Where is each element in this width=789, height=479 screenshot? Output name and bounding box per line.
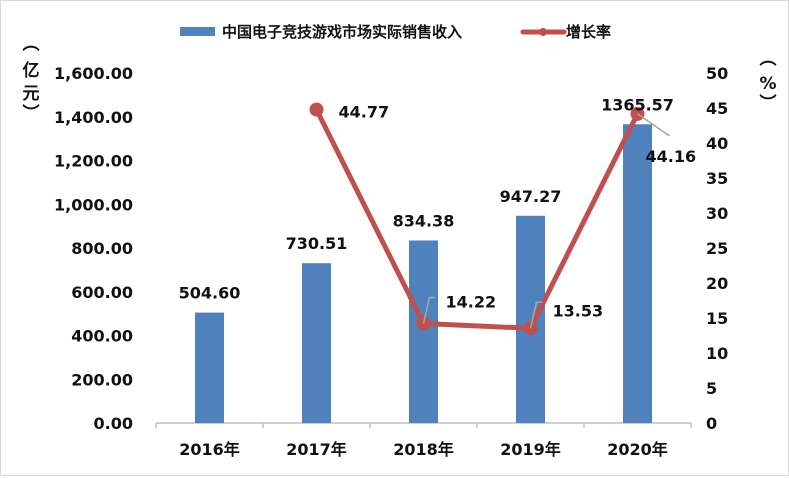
legend-line-marker [539, 28, 547, 36]
left-axis-title-char: 元 [23, 84, 40, 104]
line-value-label: 13.53 [553, 301, 604, 320]
legend-bar-label: 中国电子竞技游戏市场实际销售收入 [222, 23, 462, 41]
bar [516, 215, 545, 423]
bar [409, 240, 438, 423]
bar-value-label: 1365.57 [601, 95, 674, 114]
right-axis-title-char: ︵ [760, 49, 777, 69]
right-tick-label: 50 [706, 64, 728, 83]
left-tick-label: 1,600.00 [54, 64, 133, 83]
right-axis-title: ︵%︶ [759, 49, 776, 114]
growth-line [314, 108, 640, 331]
right-axis-title-char: % [759, 74, 776, 94]
right-tick-label: 30 [706, 204, 728, 223]
bar-value-label: 504.60 [179, 284, 241, 303]
right-tick-label: 40 [706, 134, 728, 153]
x-tick-label: 2016年 [179, 440, 240, 459]
x-tick-label: 2017年 [286, 440, 347, 459]
x-tick-label: 2018年 [393, 440, 454, 459]
left-tick-label: 400.00 [71, 327, 133, 346]
bar-series [195, 124, 652, 424]
line-value-label: 14.22 [446, 292, 497, 311]
line-value-label: 44.16 [646, 147, 697, 166]
growth-marker [309, 102, 324, 117]
right-tick-label: 45 [706, 99, 728, 118]
left-axis-title: ︵ 亿元︶ [23, 34, 40, 124]
label-leader-line [637, 113, 670, 137]
legend-line-label: 增长率 [566, 23, 611, 41]
right-tick-label: 15 [706, 309, 728, 328]
x-tick-label: 2020年 [607, 440, 668, 459]
right-tick-label: 0 [706, 414, 717, 433]
right-tick-label: 35 [706, 169, 728, 188]
data-labels: 504.60 730.51 834.38 947.27 1365.57 44.77 14.2… [179, 95, 697, 329]
left-tick-label: 1,400.00 [54, 108, 133, 127]
legend-bar-swatch [180, 27, 215, 36]
x-axis: 2016年 2017年 2018年 2019年 2020年 [155, 422, 692, 459]
right-axis-title-char: ︶ [760, 93, 777, 114]
right-axis-ticks: 0 5 10 15 20 25 30 35 40 45 50 [706, 64, 728, 433]
bar-value-label: 730.51 [286, 234, 348, 253]
left-tick-label: 600.00 [71, 283, 133, 302]
left-tick-label: 1,200.00 [54, 152, 133, 171]
right-tick-label: 10 [706, 344, 728, 363]
bar [195, 312, 224, 423]
label-leader-line [422, 296, 436, 324]
left-axis-title-char: ︶ [23, 103, 40, 124]
left-tick-label: 800.00 [71, 239, 133, 258]
left-tick-label: 0.00 [94, 414, 133, 433]
left-axis-title-char: ︵ [23, 34, 40, 54]
bar-value-label: 834.38 [393, 211, 455, 230]
right-tick-label: 5 [706, 379, 717, 398]
right-tick-label: 25 [706, 239, 728, 258]
label-leader-line [529, 301, 543, 329]
left-axis-title-char: 亿 [23, 60, 40, 81]
left-tick-label: 1,000.00 [54, 195, 133, 214]
left-tick-label: 200.00 [71, 370, 133, 389]
right-tick-label: 20 [706, 274, 728, 293]
bar [302, 263, 331, 423]
legend: 中国电子竞技游戏市场实际销售收入 增长率 [180, 23, 611, 41]
left-axis-ticks: 0.00 200.00 400.00 600.00 800.00 1,000.00 1,20… [54, 64, 133, 433]
bar-value-label: 947.27 [500, 187, 562, 206]
bar [623, 124, 652, 424]
x-tick-label: 2019年 [500, 440, 561, 459]
line-value-label: 44.77 [339, 103, 390, 122]
